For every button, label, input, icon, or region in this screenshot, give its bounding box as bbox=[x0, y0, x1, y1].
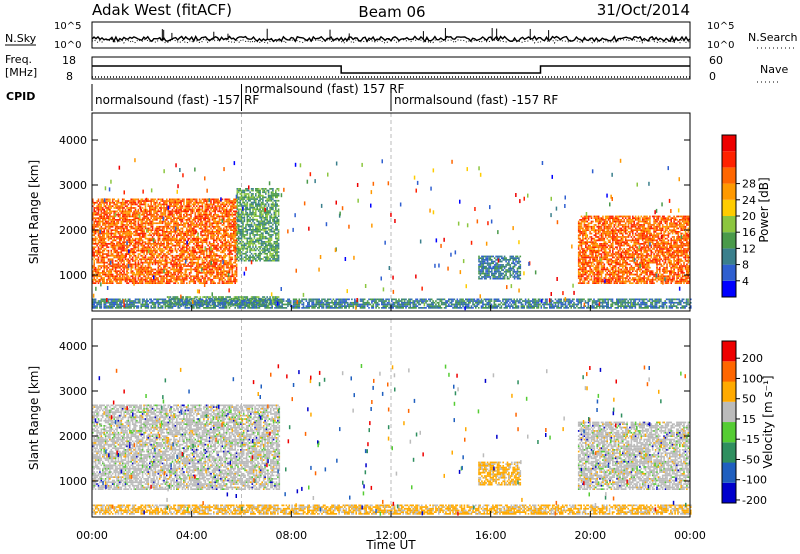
colorbar-tick-label: 4 bbox=[742, 275, 749, 288]
y-tick-label: 3000 bbox=[59, 179, 87, 192]
velocity-cells bbox=[92, 319, 692, 517]
power-ylabel: Slant Range [km] bbox=[27, 160, 41, 264]
colorbar-tick-label: 100 bbox=[742, 372, 763, 385]
colorbar-swatch bbox=[722, 341, 736, 362]
freq-panel: Freq. [MHz] 18 8 60 0 Nave bbox=[5, 53, 788, 83]
nsearch-tick-top: 10^5 bbox=[707, 21, 734, 32]
colorbar-tick-label: 12 bbox=[742, 242, 756, 255]
freq-label-1: Freq. bbox=[5, 53, 32, 66]
nsky-tick-bottom: 10^0 bbox=[54, 40, 81, 51]
velocity-ylabel: Slant Range [km] bbox=[27, 366, 41, 470]
velocity-yaxis: 1000 2000 3000 4000 bbox=[59, 340, 690, 488]
colorbar-swatch bbox=[722, 361, 736, 382]
colorbar-swatch bbox=[722, 199, 736, 216]
velocity-panel: 1000 2000 3000 4000 Slant Range [km] 200 100… bbox=[27, 318, 775, 518]
nave-tick-bottom: 0 bbox=[709, 70, 716, 83]
x-tick-label: 00:00 bbox=[76, 529, 108, 542]
y-tick-label: 2000 bbox=[59, 224, 87, 237]
y-tick-label: 1000 bbox=[59, 475, 87, 488]
power-panel: 1000 2000 3000 4000 Slant Range [km] 4 8 12 16… bbox=[27, 112, 771, 312]
colorbar-swatch bbox=[722, 442, 736, 463]
colorbar-tick-label: 8 bbox=[742, 259, 749, 272]
colorbar-tick-label: -200 bbox=[742, 494, 767, 507]
beam-label: Beam 06 bbox=[358, 3, 425, 21]
power-yaxis: 1000 2000 3000 4000 bbox=[59, 134, 690, 282]
cpid-segment-label: normalsound (fast) -157 RF bbox=[95, 93, 259, 107]
colorbar-swatch bbox=[722, 248, 736, 265]
colorbar-tick-label: -50 bbox=[742, 453, 760, 466]
y-tick-label: 2000 bbox=[59, 430, 87, 443]
colorbar-swatch bbox=[722, 232, 736, 249]
noise-trace bbox=[91, 28, 691, 45]
nsky-label: N.Sky bbox=[5, 32, 37, 45]
x-tick-label: 16:00 bbox=[475, 529, 507, 542]
date-label: 31/Oct/2014 bbox=[597, 1, 690, 19]
radar-title: Adak West (fitACF) bbox=[92, 1, 232, 19]
cpid-segment-label: normalsound (fast) 157 RF bbox=[245, 82, 405, 96]
x-tick-label: 12:00 bbox=[375, 529, 407, 542]
colorbar-tick-label: 20 bbox=[742, 210, 756, 223]
colorbar-swatch bbox=[722, 151, 736, 168]
colorbar-tick-label: -100 bbox=[742, 474, 767, 487]
colorbar-swatch bbox=[722, 462, 736, 483]
x-tick-label: 20:00 bbox=[574, 529, 606, 542]
nsearch-tick-bottom: 10^0 bbox=[707, 40, 734, 51]
colorbar-tick-label: 50 bbox=[742, 393, 756, 406]
colorbar-tick-label: 24 bbox=[742, 194, 756, 207]
colorbar-tick-label: 15 bbox=[742, 413, 756, 426]
freq-tick-top: 18 bbox=[62, 54, 76, 67]
colorbar-swatch bbox=[722, 167, 736, 184]
colorbar-swatch bbox=[722, 280, 736, 297]
colorbar-swatch bbox=[722, 183, 736, 200]
power-colorbar: 4 8 12 16 20 24 28 bbox=[721, 134, 756, 298]
x-tick-label: 08:00 bbox=[275, 529, 307, 542]
y-tick-label: 4000 bbox=[59, 340, 87, 353]
colorbar-swatch bbox=[722, 135, 736, 152]
cpid-label: CPID bbox=[6, 90, 35, 103]
colorbar-swatch bbox=[722, 482, 736, 504]
freq-trace bbox=[92, 65, 690, 78]
colorbar-tick-label: -15 bbox=[742, 433, 760, 446]
y-tick-label: 3000 bbox=[59, 385, 87, 398]
y-tick-label: 1000 bbox=[59, 269, 87, 282]
colorbar-tick-label: 16 bbox=[742, 226, 756, 239]
time-axis: 00:00 04:00 08:00 12:00 16:00 20:00 00:00 bbox=[76, 305, 706, 542]
freq-label-2: [MHz] bbox=[5, 66, 37, 79]
colorbar-swatch bbox=[722, 422, 736, 443]
velocity-colorbar: 200 100 50 15 -15 -50 -100 -200 bbox=[721, 340, 767, 507]
colorbar-swatch bbox=[722, 216, 736, 233]
colorbar-tick-label: 28 bbox=[742, 178, 756, 191]
cpid-segment-label: normalsound (fast) -157 RF bbox=[394, 93, 558, 107]
nave-label: Nave bbox=[760, 63, 788, 76]
colorbar-tick-label: 200 bbox=[742, 352, 763, 365]
noise-panel: N.Sky 10^5 10^0 10^5 10^0 N.Search bbox=[5, 21, 798, 51]
x-tick-label: 00:00 bbox=[674, 529, 706, 542]
nsearch-label: N.Search bbox=[748, 31, 798, 44]
velocity-cbar-label: Velocity [m s⁻¹] bbox=[761, 375, 775, 468]
colorbar-swatch bbox=[722, 264, 736, 281]
colorbar-swatch bbox=[722, 401, 736, 423]
freq-tick-bottom: 8 bbox=[66, 70, 73, 83]
colorbar-swatch bbox=[722, 381, 736, 402]
x-tick-label: 04:00 bbox=[176, 529, 208, 542]
power-cells bbox=[92, 113, 692, 311]
y-tick-label: 4000 bbox=[59, 134, 87, 147]
time-axis-label: Time UT bbox=[365, 538, 416, 552]
nsky-tick-top: 10^5 bbox=[54, 21, 81, 32]
power-cbar-label: Power [dB] bbox=[757, 177, 771, 242]
nave-tick-top: 60 bbox=[709, 54, 723, 67]
